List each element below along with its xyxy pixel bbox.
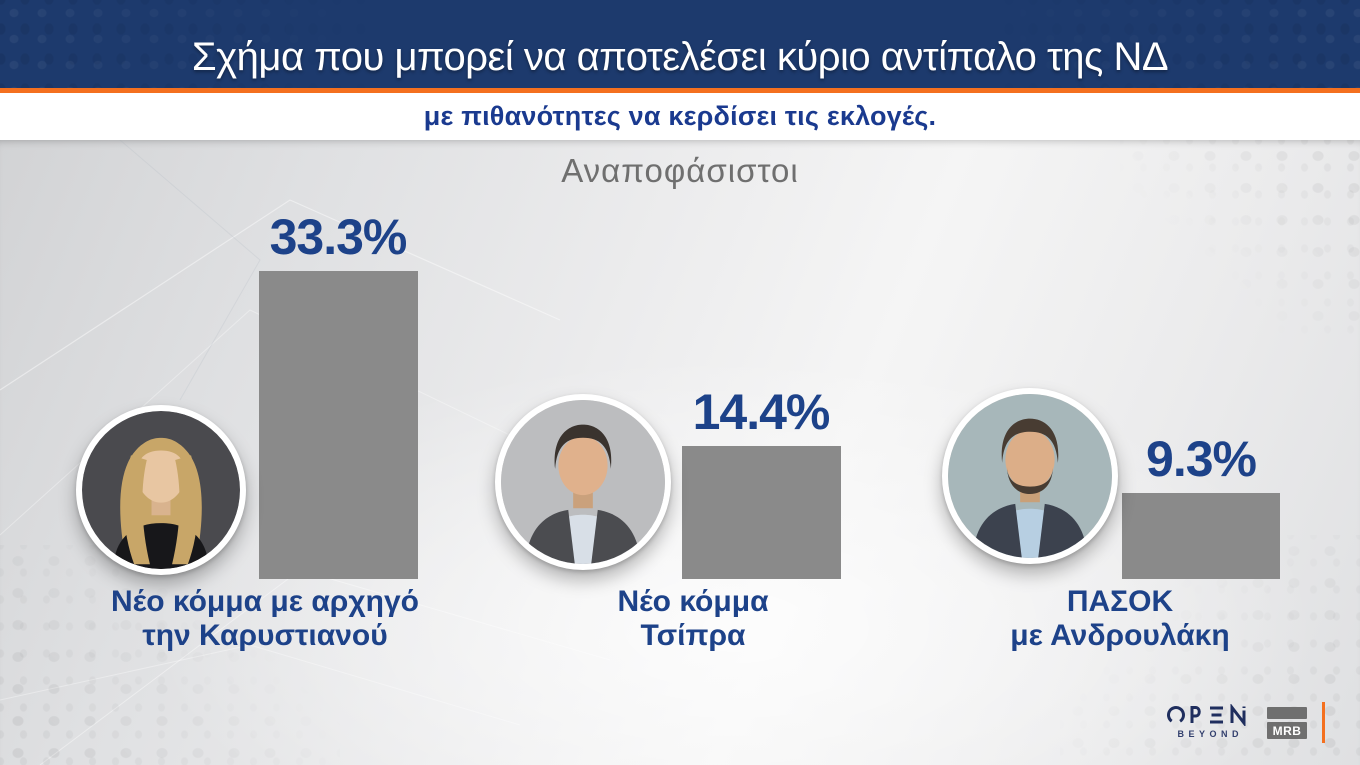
- open-beyond-tagline: BEYOND: [1177, 729, 1243, 739]
- bar-karystianou: [259, 271, 418, 579]
- section-label: Αναποφάσιστοι: [561, 152, 799, 189]
- bar-tsipras: [682, 446, 841, 579]
- mrb-logo-top-bar: [1267, 707, 1307, 719]
- open-tv-logo: BEYOND: [1164, 704, 1252, 739]
- footer-orange-rule: [1322, 702, 1325, 743]
- karystianou-portrait-icon: [82, 411, 240, 569]
- bar-value: 14.4%: [692, 384, 831, 440]
- chart-area: Αναποφάσιστοι 33.3% 14.4% 9.3%: [0, 140, 1360, 765]
- tsipras-portrait-icon: [501, 400, 665, 564]
- orange-accent-bar: [0, 88, 1360, 93]
- page-subtitle: με πιθανότητες να κερδίσει τις εκλογές.: [423, 101, 937, 131]
- karystianou-photo: [76, 405, 246, 575]
- header-band: Σχήμα που μπορεί να αποτελέσει κύριο αντ…: [0, 0, 1360, 88]
- bar-label-line2: με Ανδρουλάκη: [1010, 618, 1230, 652]
- bar-label-pasok: ΠΑΣΟΚ με Ανδρουλάκη: [900, 585, 1340, 652]
- bar-label-line1: Νέο κόμμα με αρχηγό: [111, 585, 419, 618]
- page-title: Σχήμα που μπορεί να αποτελέσει κύριο αντ…: [191, 35, 1169, 79]
- bar-value: 33.3%: [269, 209, 408, 265]
- open-logo-icon: [1167, 704, 1246, 726]
- mrb-logo: MRB: [1267, 707, 1307, 739]
- subtitle-band: με πιθανότητες να κερδίσει τις εκλογές.: [0, 93, 1360, 140]
- bar-label-line1: Νέο κόμμα: [617, 585, 769, 618]
- bar-label-tsipras: Νέο κόμμα Τσίπρα: [473, 585, 913, 652]
- bar-label-line2: την Καρυστιανού: [142, 618, 388, 652]
- androulakis-photo: [942, 388, 1118, 564]
- mrb-logo-box: MRB: [1267, 722, 1307, 739]
- bar-label-line2: Τσίπρα: [640, 618, 746, 652]
- tsipras-photo: [495, 394, 671, 570]
- bar-pasok: [1122, 493, 1280, 579]
- androulakis-portrait-icon: [948, 394, 1112, 558]
- mrb-logo-text: MRB: [1272, 723, 1302, 738]
- bar-label-karystianou: Νέο κόμμα με αρχηγό την Καρυστιανού: [45, 585, 485, 652]
- bar-label-line1: ΠΑΣΟΚ: [1066, 585, 1174, 618]
- bar-value: 9.3%: [1146, 431, 1257, 487]
